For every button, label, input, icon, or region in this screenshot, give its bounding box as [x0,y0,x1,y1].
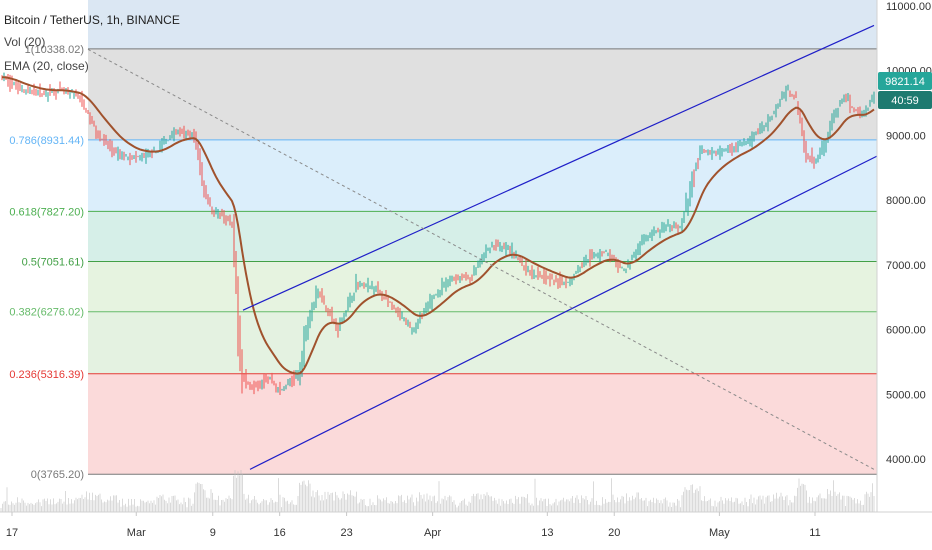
y-tick-label: 8000.00 [886,195,926,207]
fib-lines [88,48,877,475]
x-tick-label: 23 [340,527,352,539]
trend-dashed-line [87,48,875,470]
ema-series [1,76,875,375]
last-price-value: 9821.14 [885,76,925,88]
countdown-value: 40:59 [891,95,919,107]
y-tick-label: 6000.00 [886,325,926,337]
x-tick-label: Mar [127,527,146,539]
channel-upper-line [242,24,875,311]
last-price-badge: 9821.14 [878,72,932,90]
last-price-badge-bg [878,72,932,90]
time-axis[interactable]: 17 Mar 9 16 23 Apr 13 20 May 11 [6,512,821,539]
fib-label-4: 0.382(6276.02) [9,307,84,319]
fib-label-0: 1(10338.02) [25,44,84,56]
fib-zones [88,0,877,475]
y-tick-label: 4000.00 [886,454,926,466]
price-series [1,72,875,396]
fib-zone-2 [88,211,877,262]
fib-zone-3 [88,261,877,312]
volume-bars [0,470,875,512]
ema-indicator-label[interactable]: EMA (20, close) [4,59,89,73]
x-tick-label: 11 [809,527,820,539]
fib-label-5: 0.236(5316.39) [9,369,84,381]
y-tick-label: 11000.00 [886,1,931,13]
y-tick-label: 7000.00 [886,260,926,272]
fib-labels: 1(10338.02) 0.786(8931.44) 0.618(7827.20) 0… [9,44,84,481]
countdown-badge: 40:59 [878,91,932,109]
symbol-title: Bitcoin / TetherUS, 1h, BINANCE [4,13,180,27]
y-tick-label: 9000.00 [886,130,926,142]
x-tick-label: Apr [424,527,441,539]
fib-zone-1 [88,139,877,212]
drawings [87,24,878,470]
x-tick-label: May [709,527,730,539]
fib-zone-5 [88,373,877,475]
x-tick-label: 13 [541,527,553,539]
fib-label-3: 0.5(7051.61) [22,257,84,269]
fib-label-1: 0.786(8931.44) [9,135,84,147]
ema-line [1,76,875,375]
price-axis[interactable]: 11000.0010000.009000.008000.007000.00600… [886,1,932,466]
fib-zone-4 [88,311,877,374]
x-tick-label: 20 [608,527,620,539]
fib-zone-0 [88,48,877,140]
fib-label-2: 0.618(7827.20) [9,206,84,218]
y-tick-label: 5000.00 [886,389,926,401]
x-tick-label: 16 [274,527,286,539]
fib-label-6: 0(3765.20) [31,469,84,481]
channel-lower-line [249,155,878,470]
volume-indicator-label[interactable]: Vol (20) [4,35,45,49]
countdown-badge-bg [878,91,932,109]
x-tick-label: 17 [6,527,18,539]
x-tick-label: 9 [210,527,216,539]
fib-zone-top [88,0,877,49]
